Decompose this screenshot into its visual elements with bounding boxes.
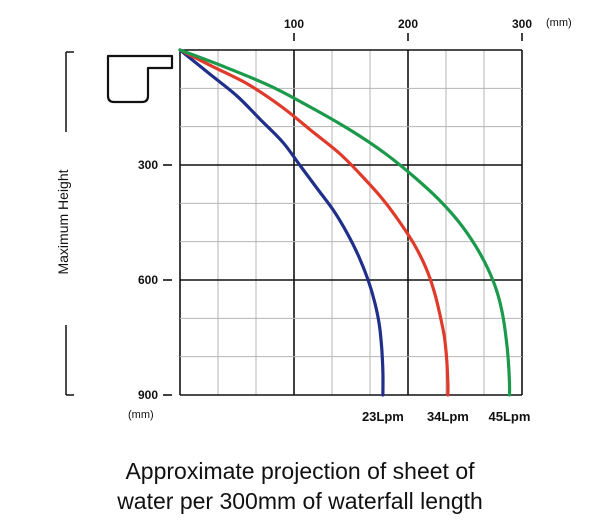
caption-line-1: Approximate projection of sheet of [125, 458, 475, 484]
y-tick-label: 600 [138, 273, 158, 287]
y-axis-unit: (mm) [128, 409, 154, 421]
series-label: 45Lpm [489, 409, 531, 424]
x-axis-unit: (mm) [546, 17, 572, 29]
y-axis-label: Maximum Height [55, 169, 71, 274]
series-label: 23Lpm [362, 409, 404, 424]
caption-line-2: water per 300mm of waterfall length [117, 488, 483, 514]
x-tick-label: 300 [512, 17, 532, 31]
series-line [178, 48, 512, 397]
axis-ticks: 100 200 300 300 600 900 [138, 17, 532, 402]
x-tick-label: 200 [398, 17, 418, 31]
chart-grid [179, 49, 523, 396]
series-line [178, 48, 385, 397]
y-axis-bracket [65, 51, 74, 396]
x-tick-label: 100 [284, 17, 304, 31]
series-label: 34Lpm [427, 409, 469, 424]
waterfall-spout-icon [106, 54, 174, 104]
series-curves [178, 48, 512, 397]
y-tick-label: 300 [138, 158, 158, 172]
chart-caption: Approximate projection of sheet of water… [0, 456, 600, 516]
series-line [178, 48, 450, 397]
series-labels: 23Lpm 34Lpm 45Lpm [362, 409, 530, 424]
y-tick-label: 900 [138, 388, 158, 402]
